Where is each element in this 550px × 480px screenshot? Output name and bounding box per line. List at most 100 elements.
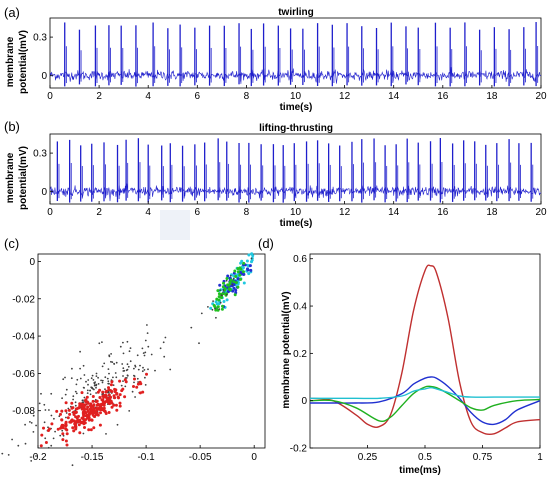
scatter-point-2-21 bbox=[222, 300, 226, 303]
scatter-point-0-16 bbox=[95, 375, 98, 377]
scatter-point-4-42 bbox=[238, 273, 242, 277]
scatter-point-1-154 bbox=[114, 403, 118, 407]
waveform-line-1 bbox=[310, 376, 541, 426]
scatter-point-1-258 bbox=[60, 409, 64, 413]
scatter-point-0-5 bbox=[70, 377, 73, 380]
scatter-point-0-87 bbox=[90, 377, 93, 380]
plot-d: 0.25 0.5 0.75 1 -0.2 0 0.2 0.4 0.6 bbox=[290, 253, 543, 463]
scatter-point-1-183 bbox=[65, 432, 69, 436]
scatter-point-0-158 bbox=[43, 403, 46, 406]
scatter-point-1-172 bbox=[83, 408, 86, 412]
scatter-point-0-57 bbox=[100, 379, 102, 382]
scatter-point-0-30 bbox=[146, 324, 148, 326]
scatter-point-0-163 bbox=[125, 377, 128, 379]
scatter-point-0-20 bbox=[65, 388, 68, 391]
scatter-point-1-184 bbox=[71, 426, 75, 430]
scatter-point-0-140 bbox=[129, 360, 132, 363]
scatter-point-0-47 bbox=[142, 352, 145, 354]
xtick-label-a-5: 10 bbox=[290, 91, 302, 102]
scatter-point-1-182 bbox=[86, 409, 90, 413]
scatter-point-0-99 bbox=[82, 432, 85, 435]
scatter-point-0-210 bbox=[122, 380, 124, 382]
scatter-point-0-217 bbox=[108, 354, 111, 357]
scatter-point-1-255 bbox=[72, 429, 76, 433]
scatter-point-0-196 bbox=[61, 397, 63, 400]
scatter-point-1-214 bbox=[100, 406, 104, 410]
scatter-cluster-0 bbox=[1, 324, 172, 467]
xtick-label-a-10: 20 bbox=[535, 91, 547, 102]
scatter-point-1-52 bbox=[110, 380, 114, 384]
scatter-point-1-230 bbox=[121, 387, 125, 391]
scatter-point-0-51 bbox=[75, 383, 78, 386]
panel-b: lifting-thrusting 0 2 4 6 8 10 12 14 16 18 2000.3 … bbox=[5, 123, 547, 229]
scatter-point-0-190 bbox=[169, 368, 172, 371]
scatter-point-1-199 bbox=[73, 424, 77, 428]
scatter-point-4-41 bbox=[228, 288, 232, 291]
scatter-point-1-58 bbox=[42, 426, 45, 430]
scatter-point-0-121 bbox=[144, 384, 147, 386]
scatter-point-3-27 bbox=[249, 268, 253, 272]
xtick-label-d-1: 0.5 bbox=[418, 452, 432, 463]
scatter-point-4-21 bbox=[239, 277, 243, 281]
scatter-point-5-11 bbox=[211, 308, 214, 311]
scatter-point-0-77 bbox=[106, 377, 109, 380]
scatter-point-1-223 bbox=[117, 396, 120, 400]
xtick-label-a-7: 14 bbox=[388, 91, 400, 102]
scatter-point-5-8 bbox=[214, 307, 216, 310]
scatter-point-0-211 bbox=[108, 392, 110, 394]
scatter-point-1-90 bbox=[141, 390, 145, 394]
scatter-point-5-9 bbox=[232, 277, 235, 280]
scatter-point-1-188 bbox=[61, 432, 65, 436]
scatter-point-0-187 bbox=[131, 390, 134, 393]
scatter-point-2-57 bbox=[246, 263, 250, 267]
scatter-point-0-62 bbox=[65, 412, 68, 414]
scatter-point-0-92 bbox=[144, 351, 147, 354]
scatter-point-4-13 bbox=[233, 269, 237, 273]
scatter-point-0-29 bbox=[40, 392, 42, 395]
scatter-point-1-219 bbox=[48, 427, 51, 431]
scatter-point-1-201 bbox=[64, 439, 68, 443]
scatter-point-0-201 bbox=[129, 347, 132, 349]
scatter-point-1-236 bbox=[90, 418, 94, 422]
scatter-point-0-191 bbox=[7, 454, 10, 456]
scatter-point-5-13 bbox=[220, 294, 223, 297]
scatter-point-0-193 bbox=[107, 368, 110, 370]
scatter-point-0-33 bbox=[83, 396, 86, 399]
scatter-point-0-220 bbox=[122, 341, 124, 344]
scatter-point-0-214 bbox=[137, 368, 140, 371]
scatter-point-2-63 bbox=[239, 261, 243, 265]
scatter-point-0-129 bbox=[116, 423, 119, 426]
plot-a: 0 2 4 6 8 10 12 14 16 18 20 0 0.3 bbox=[33, 17, 547, 102]
plot-c: -0.2 -0.15 -0.1 -0.05 0 0 -0.02 -0.04 -0.06 -0.08 bbox=[1, 252, 266, 467]
scatter-point-0-1 bbox=[111, 361, 114, 363]
scatter-point-0-227 bbox=[122, 352, 125, 355]
scatter-point-0-218 bbox=[136, 354, 139, 357]
scatter-point-4-37 bbox=[225, 277, 229, 280]
xtick-label-b-6: 12 bbox=[339, 207, 351, 218]
scatter-point-0-183 bbox=[86, 392, 89, 394]
scatter-point-1-84 bbox=[77, 423, 81, 427]
scatter-point-0-81 bbox=[79, 367, 81, 370]
scatter-point-1-252 bbox=[101, 398, 105, 402]
scatter-point-1-234 bbox=[64, 424, 68, 428]
scatter-point-1-54 bbox=[138, 391, 142, 395]
scatter-point-1-238 bbox=[68, 420, 72, 424]
scatter-point-2-64 bbox=[247, 253, 251, 257]
scatter-point-0-177 bbox=[47, 426, 49, 429]
scatter-point-1-232 bbox=[90, 408, 94, 411]
xtick-label-a-1: 2 bbox=[96, 91, 102, 102]
scatter-point-1-205 bbox=[106, 400, 110, 404]
ylabel-b-line1: membrane bbox=[5, 152, 16, 203]
ytick-label-d-4: 0.6 bbox=[293, 254, 307, 265]
xtick-label-b-2: 4 bbox=[145, 207, 151, 218]
ytick-label-d-2: 0.2 bbox=[293, 349, 307, 360]
scatter-point-5-19 bbox=[225, 293, 228, 296]
scatter-point-4-2 bbox=[216, 289, 220, 293]
scatter-point-0-137 bbox=[71, 464, 74, 467]
ylabel-a-line2: potential(mV) bbox=[18, 30, 29, 94]
scatter-point-1-207 bbox=[78, 404, 82, 408]
scatter-point-1-120 bbox=[103, 409, 107, 413]
ytick-label-c-0: 0 bbox=[29, 257, 35, 268]
scatter-point-0-126 bbox=[141, 347, 144, 350]
